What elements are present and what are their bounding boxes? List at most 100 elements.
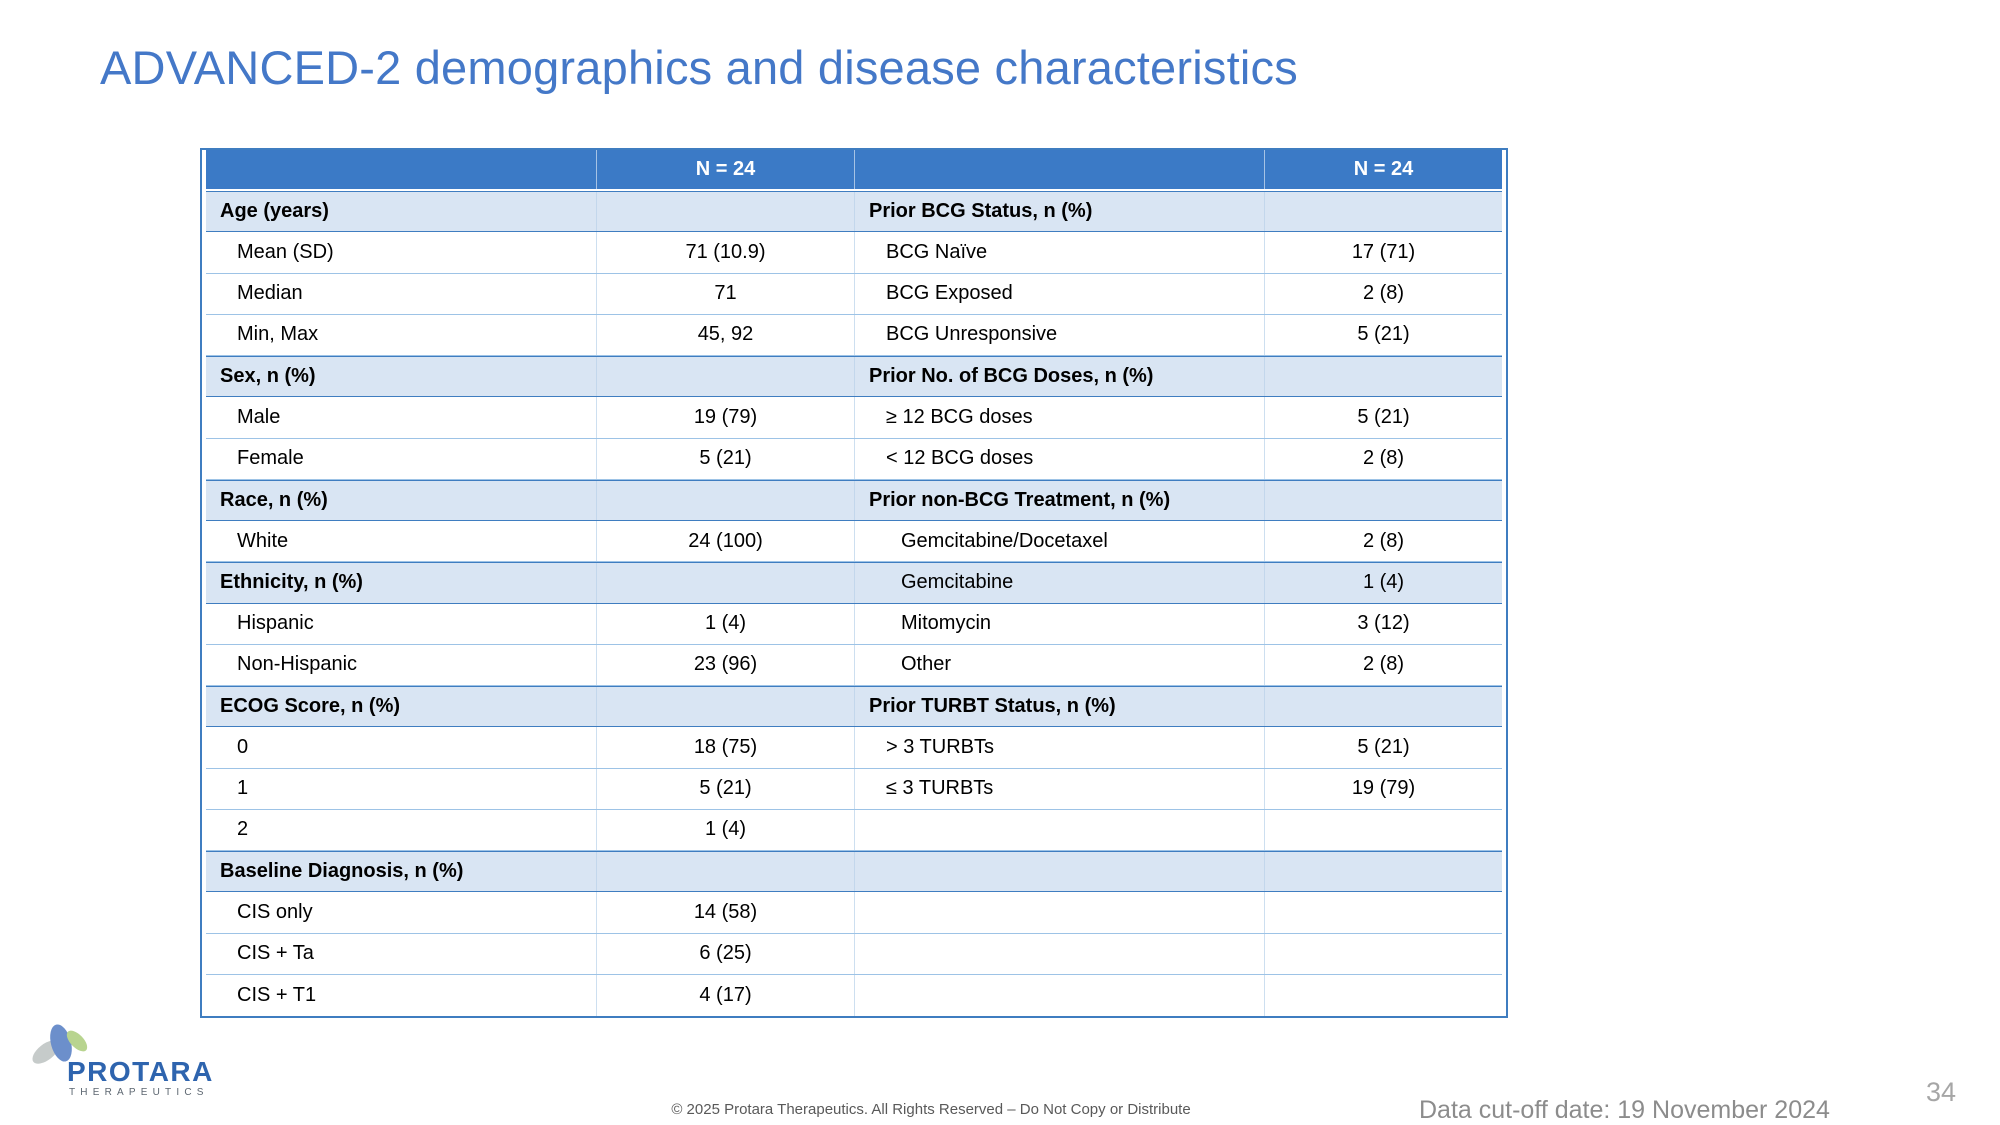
left-label-cell: Mean (SD) (237, 240, 334, 263)
right-value-cell (1264, 852, 1502, 892)
logo-petal-blue-icon (50, 1024, 72, 1062)
right-value-cell (1264, 357, 1502, 397)
table-body: Age (years) Prior BCG Status, n (%) Mean (… (206, 191, 1502, 1016)
table-row: Min, Max 45, 92 BCG Unresponsive 5 (21) (206, 314, 1502, 356)
table-row: Median 71 BCG Exposed 2 (8) (206, 273, 1502, 315)
table-row: White 24 (100) Gemcitabine/Docetaxel 2 (8) (206, 521, 1502, 563)
protara-logo-icon: PROTARA THERAPEUTICS (32, 1024, 214, 1098)
table-row: Female 5 (21) < 12 BCG doses 2 (8) (206, 438, 1502, 480)
right-label-cell: Prior BCG Status, n (%) (854, 192, 1264, 232)
logo-subtitle: THERAPEUTICS (69, 1087, 209, 1098)
table-row: Baseline Diagnosis, n (%) (206, 851, 1502, 893)
left-label-cell: Non-Hispanic (237, 653, 358, 676)
right-label-cell: Gemcitabine (854, 563, 1264, 603)
right-label-cell: BCG Unresponsive (854, 314, 1264, 355)
table-row: Male 19 (79) ≥ 12 BCG doses 5 (21) (206, 397, 1502, 439)
left-label-cell: CIS only (237, 900, 313, 923)
left-value-cell (596, 192, 854, 232)
right-value-cell: 3 (12) (1264, 603, 1502, 644)
right-label-cell: Prior TURBT Status, n (%) (854, 687, 1264, 727)
right-label-cell (854, 892, 1264, 933)
left-label-cell: Min, Max (237, 323, 319, 346)
right-value-cell (1264, 192, 1502, 232)
right-value-cell: 5 (21) (1264, 314, 1502, 355)
table-row: CIS + Ta 6 (25) (206, 933, 1502, 975)
table-row: 2 1 (4) (206, 809, 1502, 851)
table-row: Ethnicity, n (%) Gemcitabine 1 (4) (206, 562, 1502, 604)
table-row: Sex, n (%) Prior No. of BCG Doses, n (%) (206, 356, 1502, 398)
table-row: Age (years) Prior BCG Status, n (%) (206, 191, 1502, 233)
table-row: Mean (SD) 71 (10.9) BCG Naïve 17 (71) (206, 232, 1502, 274)
right-label-cell: Other (854, 644, 1264, 685)
header-cell-spacer-right (854, 150, 1264, 189)
right-value-cell: 1 (4) (1264, 563, 1502, 603)
right-label-cell: < 12 BCG doses (854, 438, 1264, 479)
right-label-cell (854, 852, 1264, 892)
left-value-cell: 14 (58) (596, 892, 854, 933)
left-value-cell (596, 480, 854, 520)
right-value-cell: 2 (8) (1264, 644, 1502, 685)
right-value-cell (1264, 892, 1502, 933)
table-row: ECOG Score, n (%) Prior TURBT Status, n (… (206, 686, 1502, 728)
table-row: 1 5 (21) ≤ 3 TURBTs 19 (79) (206, 768, 1502, 810)
left-label-cell: 1 (237, 777, 249, 800)
left-value-cell (596, 357, 854, 397)
right-value-cell (1264, 687, 1502, 727)
right-label-cell: Mitomycin (854, 603, 1264, 644)
left-value-cell (596, 563, 854, 603)
left-value-cell: 6 (25) (596, 933, 854, 974)
right-value-cell: 19 (79) (1264, 768, 1502, 809)
left-value-cell: 4 (17) (596, 974, 854, 1016)
left-label-cell: Female (237, 447, 304, 470)
right-label-cell (854, 974, 1264, 1016)
left-label-cell: CIS + Ta (237, 942, 314, 965)
left-value-cell: 23 (96) (596, 644, 854, 685)
right-label-cell (854, 809, 1264, 850)
left-value-cell: 5 (21) (596, 438, 854, 479)
right-label-cell: ≤ 3 TURBTs (854, 768, 1264, 809)
table-header-row: N = 24 N = 24 (206, 150, 1502, 191)
left-label-cell: CIS + T1 (237, 983, 317, 1006)
demographics-table: N = 24 N = 24 Age (years) Prior BCG Statu… (200, 148, 1508, 1018)
left-label-cell: Male (237, 405, 281, 428)
table-row: Hispanic 1 (4) Mitomycin 3 (12) (206, 603, 1502, 645)
right-label-cell: BCG Exposed (854, 273, 1264, 314)
left-label-cell: Race, n (%) (220, 488, 328, 511)
right-label-cell: Gemcitabine/Docetaxel (854, 521, 1264, 562)
table-row: Non-Hispanic 23 (96) Other 2 (8) (206, 644, 1502, 686)
left-value-cell: 45, 92 (596, 314, 854, 355)
left-label-cell: 0 (237, 735, 249, 758)
header-cell-spacer-left (206, 150, 596, 189)
logo-petal-green-icon (66, 1030, 88, 1052)
left-value-cell: 1 (4) (596, 809, 854, 850)
header-cell-n-left: N = 24 (596, 150, 854, 189)
left-value-cell: 5 (21) (596, 768, 854, 809)
right-value-cell: 5 (21) (1264, 727, 1502, 768)
left-value-cell: 71 (10.9) (596, 232, 854, 273)
data-cutoff-text: Data cut-off date: 19 November 2024 (1419, 1096, 1830, 1124)
left-label-cell: Ethnicity, n (%) (220, 571, 363, 594)
left-label-cell: ECOG Score, n (%) (220, 695, 401, 718)
right-label-cell: Prior non-BCG Treatment, n (%) (854, 480, 1264, 520)
left-label-cell: Median (237, 282, 303, 305)
right-label-cell: Prior No. of BCG Doses, n (%) (854, 357, 1264, 397)
right-value-cell (1264, 974, 1502, 1016)
logo-wordmark: PROTARA (67, 1056, 214, 1087)
left-label-cell: Baseline Diagnosis, n (%) (220, 860, 464, 883)
copyright-text: © 2025 Protara Therapeutics. All Rights … (671, 1101, 1191, 1118)
right-label-cell: BCG Naïve (854, 232, 1264, 273)
right-value-cell: 5 (21) (1264, 397, 1502, 438)
protara-logo: PROTARA THERAPEUTICS (28, 1018, 258, 1107)
table-row: 0 18 (75) > 3 TURBTs 5 (21) (206, 727, 1502, 769)
header-cell-n-right: N = 24 (1264, 150, 1502, 189)
right-value-cell: 17 (71) (1264, 232, 1502, 273)
right-value-cell: 2 (8) (1264, 521, 1502, 562)
page-title: ADVANCED-2 demographics and disease char… (100, 41, 1298, 94)
left-label-cell: White (237, 529, 289, 552)
left-label-cell: 2 (237, 818, 249, 841)
left-label-cell: Age (years) (220, 200, 329, 223)
table-row: Race, n (%) Prior non-BCG Treatment, n (%… (206, 479, 1502, 521)
left-value-cell: 24 (100) (596, 521, 854, 562)
left-value-cell: 19 (79) (596, 397, 854, 438)
